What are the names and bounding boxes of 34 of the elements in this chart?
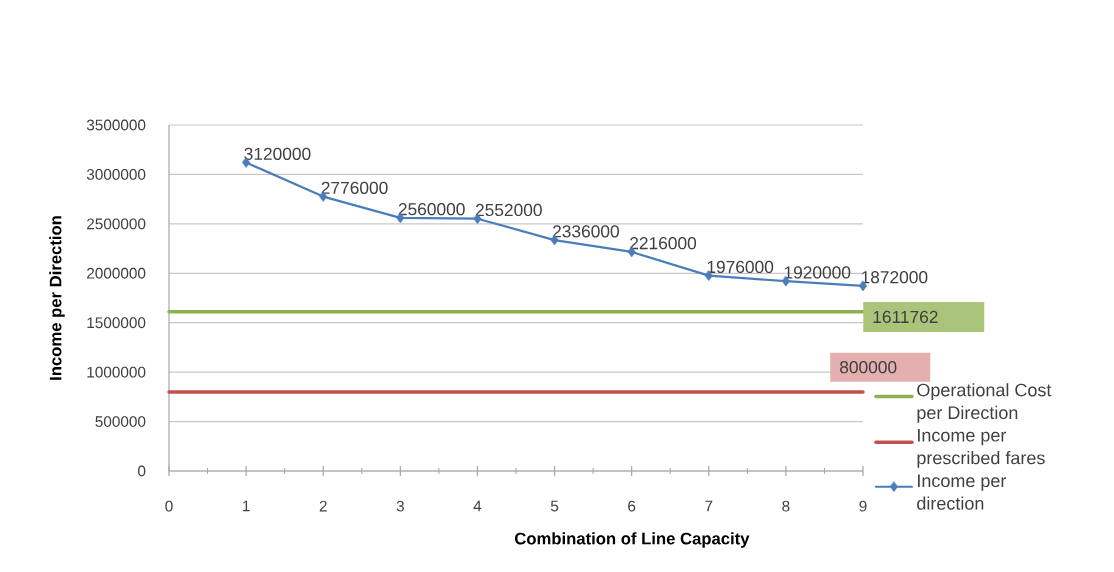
- x-tick-label: 1: [243, 500, 250, 512]
- x-tick-label: 3: [396, 500, 404, 512]
- x-tick-label: 5: [550, 500, 559, 512]
- data-label: 2776000: [321, 181, 388, 194]
- legend-label: Income per direction: [917, 474, 1007, 510]
- x-tick-label: 9: [859, 500, 867, 512]
- x-tick-label: 6: [628, 500, 636, 512]
- y-tick-label: 1500000: [87, 317, 146, 329]
- y-tick-label: 500000: [95, 416, 146, 427]
- x-tick-label: 7: [705, 500, 713, 512]
- y-tick-label: 2000000: [87, 267, 146, 279]
- y-tick-label: 3500000: [86, 119, 146, 131]
- legend-label: Income per prescribed fares: [917, 429, 1045, 468]
- legend-label: Operational Cost per Direction: [917, 383, 1052, 423]
- data-label: 3120000: [244, 147, 311, 160]
- data-label: 1920000: [784, 266, 851, 279]
- x-tick-label: 4: [473, 500, 482, 512]
- y-tick-label: 0: [138, 465, 146, 477]
- data-label: 2560000: [398, 203, 465, 216]
- y-tick-label: 2500000: [87, 218, 146, 230]
- data-label: 1611762: [873, 310, 938, 324]
- y-axis-title: Income per Direction: [49, 216, 65, 380]
- data-label: 1872000: [861, 271, 928, 284]
- x-tick-label: 0: [165, 500, 173, 512]
- data-label: 2216000: [630, 237, 697, 250]
- data-label: 2336000: [553, 225, 619, 238]
- x-tick-label: 8: [782, 500, 790, 512]
- x-tick-label: 2: [319, 500, 327, 512]
- y-tick-label: 1000000: [87, 366, 146, 378]
- data-label: 2552000: [475, 203, 542, 217]
- y-tick-label: 3000000: [86, 169, 146, 180]
- data-label: 1976000: [707, 260, 774, 274]
- x-axis-title: Combination of Line Capacity: [514, 532, 750, 548]
- data-label: 800000: [840, 361, 897, 374]
